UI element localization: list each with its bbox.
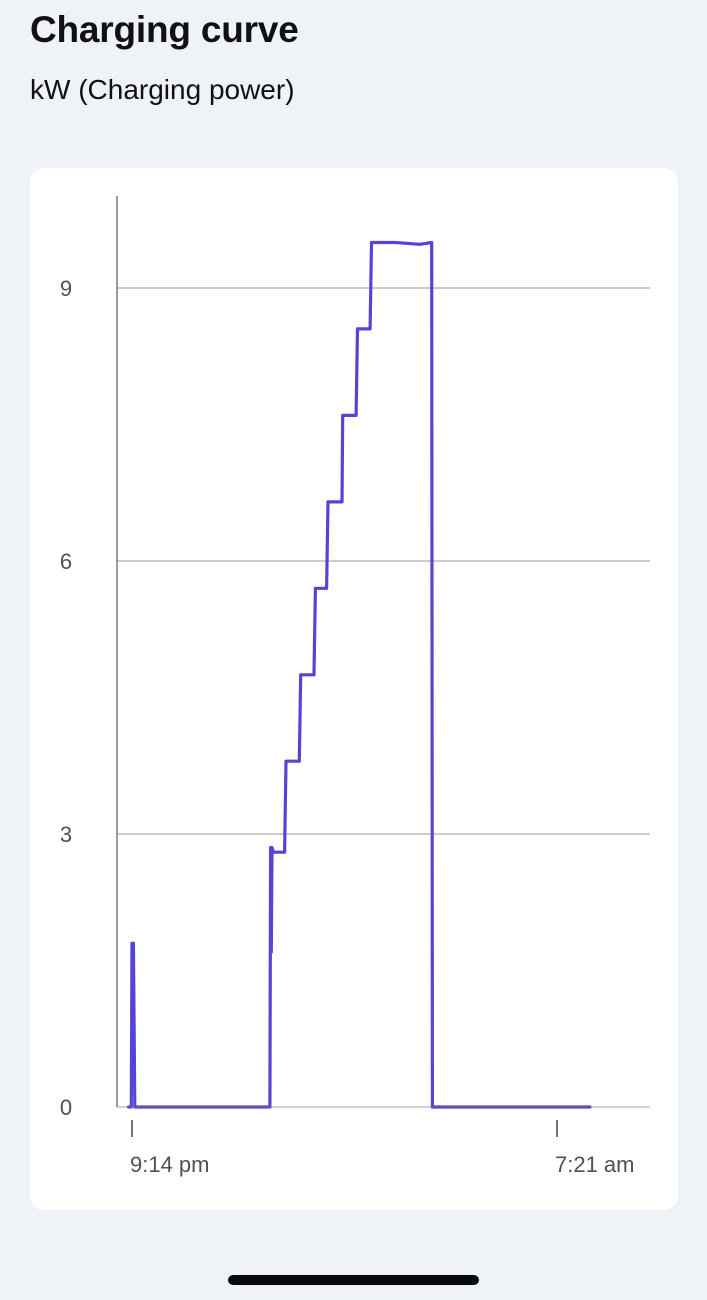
page-subtitle: kW (Charging power)	[30, 74, 295, 105]
y-tick-label-0: 0	[60, 1095, 72, 1120]
y-tick-label-3: 3	[60, 822, 72, 847]
page-title: Charging curve	[30, 9, 299, 50]
x-tick-label-1: 7:21 am	[555, 1152, 635, 1177]
series-line-0	[126, 240, 592, 1109]
y-tick-label-9: 9	[60, 276, 72, 301]
home-indicator[interactable]	[228, 1275, 479, 1285]
chart-card: 0 3 6 9 9:14 pm 7:21 am	[30, 168, 678, 1210]
charging-curve-chart: 0 3 6 9 9:14 pm 7:21 am	[60, 196, 650, 1177]
x-tick-label-0: 9:14 pm	[130, 1152, 210, 1177]
y-tick-label-6: 6	[60, 549, 72, 574]
